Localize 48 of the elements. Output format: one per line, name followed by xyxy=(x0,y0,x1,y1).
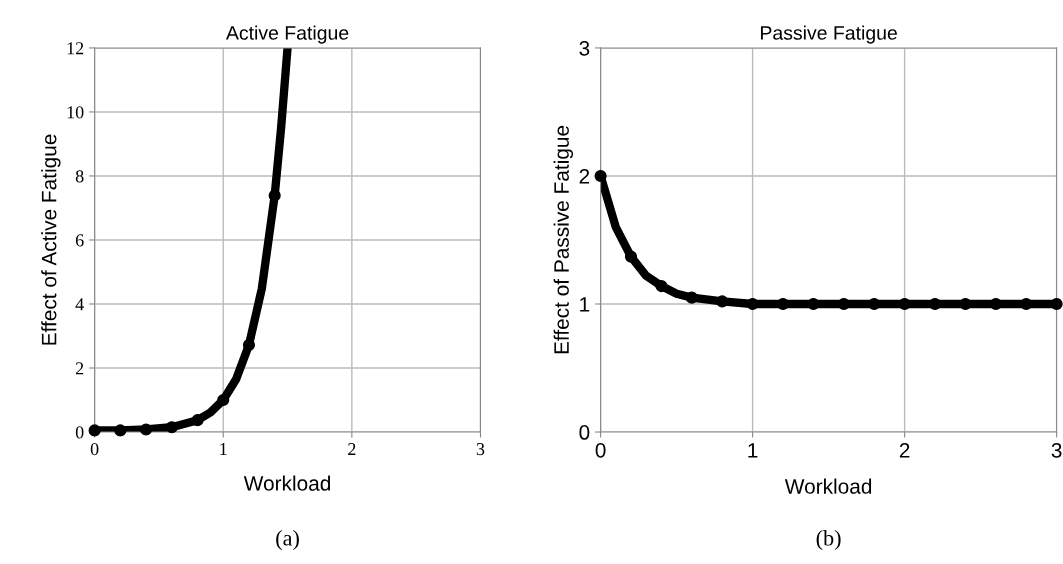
point xyxy=(868,297,881,311)
y-axis-title: Effect of Active Fatigue xyxy=(41,134,61,345)
point xyxy=(139,423,153,436)
point xyxy=(746,297,759,311)
point xyxy=(594,169,607,183)
x-axis-title: Workload xyxy=(243,475,331,491)
point xyxy=(685,291,698,304)
point xyxy=(1020,297,1033,311)
y-tick-label: 1 xyxy=(580,297,590,312)
x-tick-label: 1 xyxy=(220,443,227,455)
point xyxy=(989,297,1002,311)
x-tick-label: 1 xyxy=(748,443,758,458)
point xyxy=(1050,297,1063,311)
point xyxy=(191,414,204,427)
point xyxy=(88,424,101,437)
point xyxy=(807,297,820,311)
chart-title: Active Fatigue xyxy=(225,25,349,44)
x-axis-title: Workload xyxy=(784,478,872,494)
chart-title: Passive Fatigue xyxy=(761,25,897,44)
x-tick-label: 2 xyxy=(348,443,356,455)
y-tick-label: 12 xyxy=(67,42,84,55)
point xyxy=(655,279,668,293)
y-tick-label: 0 xyxy=(579,425,590,440)
point xyxy=(776,297,790,311)
y-tick-label: 6 xyxy=(75,234,84,247)
point xyxy=(242,338,256,352)
point xyxy=(114,424,127,437)
y-tick-label: 0 xyxy=(75,426,84,439)
x-tick-label: 0 xyxy=(595,442,606,458)
x-tick-label: 0 xyxy=(90,442,99,456)
y-tick-label: 2 xyxy=(75,362,84,375)
y-tick-label: 3 xyxy=(579,40,590,56)
text: (b) xyxy=(816,529,841,551)
point xyxy=(959,297,972,311)
x-tick-label: 3 xyxy=(1051,442,1062,458)
point xyxy=(837,297,850,311)
y-axis-title: Effect of Passive Fatigue xyxy=(553,125,574,354)
point xyxy=(624,250,638,263)
point xyxy=(928,297,942,311)
point xyxy=(217,393,230,407)
x-tick-label: 3 xyxy=(476,443,485,456)
text: (a) xyxy=(276,529,299,551)
y-tick-label: 10 xyxy=(67,106,84,119)
y-tick-label: 2 xyxy=(579,168,590,184)
x-tick-label: 2 xyxy=(899,442,910,458)
point xyxy=(898,297,911,311)
y-tick-label: 4 xyxy=(75,298,84,311)
y-tick-label: 8 xyxy=(75,170,84,183)
